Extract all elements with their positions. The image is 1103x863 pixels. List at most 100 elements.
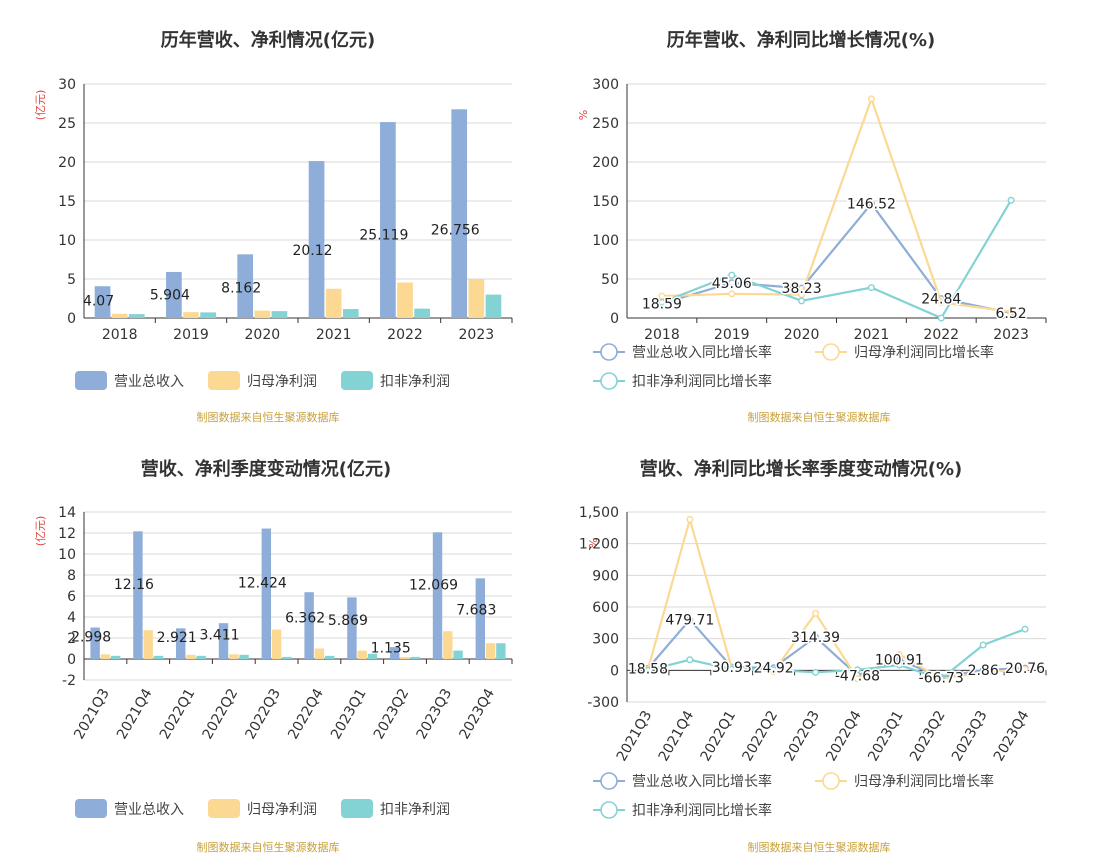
x-tick-label: 2022 [387, 327, 423, 343]
point-netprofit [812, 609, 820, 617]
bar-deducted [282, 656, 292, 659]
bar-deducted [496, 643, 506, 659]
source-note: 制图数据来自恒生聚源数据库 [197, 410, 340, 424]
bar-netprofit [443, 631, 453, 659]
chart-title: 营收、净利季度变动情况(亿元) [141, 458, 391, 480]
legend-swatch-deducted [341, 799, 373, 818]
point-deducted [1021, 625, 1029, 633]
point-deducted [644, 666, 652, 674]
y-tick-label: 0 [67, 311, 76, 327]
bar-netprofit [325, 288, 342, 318]
y-axis-unit: (亿元) [34, 90, 47, 121]
bar-deducted [485, 294, 502, 318]
bar-deducted [367, 653, 378, 659]
x-tick-label: 2021 [854, 327, 890, 343]
data-label: 6.52 [995, 306, 1026, 322]
legend-label: 营业总收入同比增长率 [632, 344, 772, 361]
y-tick-label: 30 [58, 77, 76, 93]
data-label: 2.921 [157, 630, 197, 646]
point-revenue [686, 616, 694, 624]
x-tick-label: 2023Q1 [865, 708, 907, 764]
legend-marker-deducted [600, 801, 618, 819]
legend-marker-revenue [600, 343, 618, 361]
x-tick-label: 2022Q2 [200, 686, 242, 742]
data-label: 38.23 [782, 281, 822, 297]
data-label: 7.683 [456, 603, 496, 619]
legend-label: 扣非净利润同比增长率 [632, 802, 772, 819]
data-label: 20.12 [292, 243, 332, 259]
chart-title: 历年营收、净利同比增长情况(%) [667, 29, 936, 51]
legend-label: 归母净利润 [247, 373, 317, 390]
x-tick-label: 2023 [459, 327, 495, 343]
bar-revenue [432, 532, 443, 659]
legend-swatch-deducted [341, 371, 373, 390]
x-tick-label: 2023Q2 [907, 708, 949, 764]
x-tick-label: 2018 [102, 327, 138, 343]
x-tick-label: 2019 [173, 327, 209, 343]
legend-marker-deducted [600, 372, 618, 390]
y-tick-label: 200 [592, 155, 619, 171]
x-tick-label: 2022 [923, 327, 959, 343]
y-axis-unit: % [577, 110, 590, 120]
data-label: 24.84 [921, 292, 961, 308]
y-tick-label: 1,500 [579, 505, 619, 521]
series-line-deducted [661, 199, 1013, 320]
source-note: 制图数据来自恒生聚源数据库 [197, 840, 340, 854]
bar-revenue [261, 528, 272, 659]
data-label: 24.92 [754, 661, 794, 677]
x-tick-label: 2019 [714, 327, 750, 343]
x-tick-label: 2022Q4 [823, 708, 865, 764]
x-tick-label: 2022Q3 [242, 686, 284, 742]
data-label: 12.424 [238, 575, 287, 591]
y-tick-label: 2 [67, 631, 76, 647]
y-tick-label: 0 [610, 311, 619, 327]
chart-title: 营收、净利同比增长率季度变动情况(%) [640, 458, 963, 480]
source-note: 制图数据来自恒生聚源数据库 [748, 410, 891, 424]
point-revenue [728, 279, 736, 287]
data-label: 25.119 [359, 228, 408, 244]
x-tick-label: 2023 [993, 327, 1029, 343]
y-tick-label: 150 [592, 194, 619, 210]
point-revenue [812, 633, 820, 641]
point-netprofit [728, 290, 736, 298]
y-axis-unit: % [587, 538, 600, 548]
x-tick-label: 2022Q2 [739, 708, 781, 764]
bar-netprofit [400, 656, 410, 659]
legend-label: 归母净利润同比增长率 [854, 773, 994, 790]
y-tick-label: 300 [592, 632, 619, 648]
bar-netprofit [485, 643, 496, 659]
x-tick-label: 2022Q1 [157, 686, 199, 742]
bar-netprofit [357, 650, 367, 659]
chart-svg: 营收、净利同比增长率季度变动情况(%)% -300 0 300 600 900 1,200 1… [579, 458, 1047, 854]
bar-revenue [304, 592, 314, 659]
y-tick-label: 0 [67, 652, 76, 668]
bar-revenue [90, 627, 100, 659]
bar-revenue [390, 647, 400, 659]
series-line-deducted [647, 628, 1026, 681]
y-tick-label: 25 [58, 116, 76, 132]
x-tick-label: 2021 [316, 327, 352, 343]
bar-revenue [176, 628, 186, 659]
legend-label: 营业总收入同比增长率 [632, 773, 772, 790]
point-deducted [937, 675, 945, 683]
legend-label: 扣非净利润 [380, 802, 450, 818]
bar-netprofit [314, 648, 325, 659]
bar-deducted [196, 655, 206, 659]
x-tick-label: 2023Q3 [414, 686, 456, 742]
legend-label: 营业总收入 [114, 374, 184, 390]
bar-netprofit [271, 629, 282, 659]
data-label: 30.93 [712, 660, 752, 676]
y-tick-label: 8 [67, 568, 76, 584]
legend-marker-netprofit [822, 343, 840, 361]
quarterly-amounts-chart: 营收、净利季度变动情况(亿元) (亿元) -2 0 2 4 6 8 10 12 14 2021Q3 20… [0, 431, 551, 862]
quarterly-growth-chart: 营收、净利同比增长率季度变动情况(%)% -300 0 300 600 900 1,200 1… [551, 431, 1102, 862]
series-line-netprofit [646, 515, 1026, 681]
x-tick-label: 2018 [644, 327, 680, 343]
legend-swatch-netprofit [208, 799, 240, 818]
y-tick-label: 4 [67, 610, 76, 626]
x-tick-label: 2021Q3 [614, 708, 656, 764]
data-label: -66.73 [919, 670, 964, 686]
point-netprofit [1007, 308, 1015, 316]
